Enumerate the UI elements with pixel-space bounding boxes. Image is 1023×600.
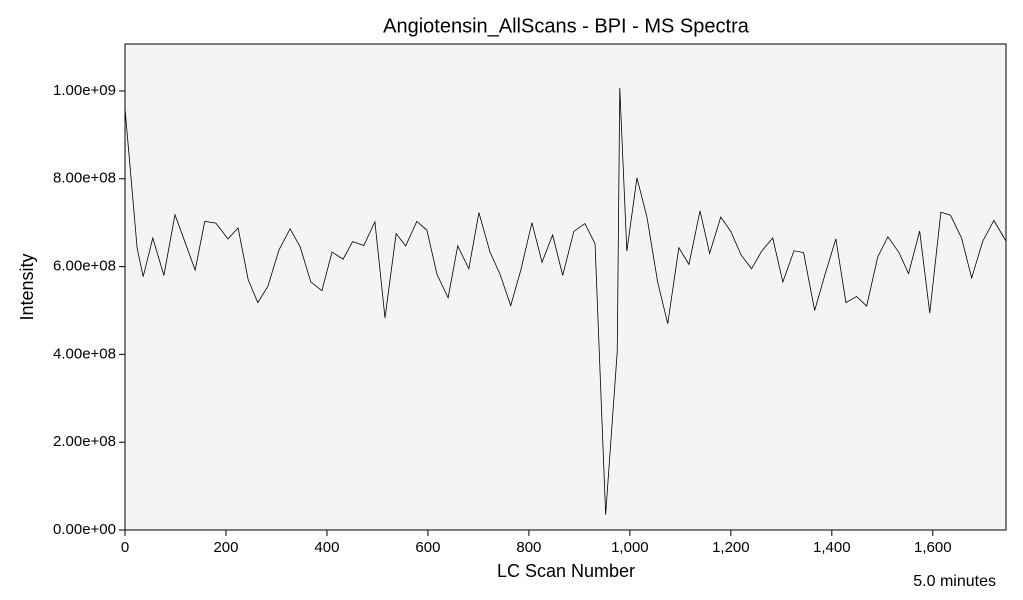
x-tick-label: 800: [516, 539, 541, 556]
y-tick-label: 6.00e+08: [53, 258, 116, 275]
x-tick-label: 1,600: [914, 539, 952, 556]
y-tick-label: 0.00e+00: [53, 521, 116, 538]
annotation: 5.0 minutes: [913, 573, 996, 590]
chart-title: Angiotensin_AllScans - BPI - MS Spectra: [383, 15, 750, 37]
x-tick-label: 1,200: [712, 539, 750, 556]
x-tick-label: 200: [213, 539, 238, 556]
x-tick-label: 400: [314, 539, 339, 556]
plot-area: [125, 44, 1006, 530]
y-tick-label: 1.00e+09: [53, 82, 116, 99]
y-tick-label: 4.00e+08: [53, 345, 116, 362]
x-tick-label: 1,400: [813, 539, 851, 556]
x-tick-label: 0: [121, 539, 129, 556]
y-tick-label: 2.00e+08: [53, 433, 116, 450]
x-tick-label: 600: [415, 539, 440, 556]
y-tick-label: 8.00e+08: [53, 170, 116, 187]
x-tick-label: 1,000: [611, 539, 649, 556]
y-axis-label: Intensity: [17, 253, 37, 320]
plot-frame: [124, 43, 1007, 531]
data-line: [124, 87, 1007, 515]
x-axis-label: LC Scan Number: [497, 561, 635, 581]
